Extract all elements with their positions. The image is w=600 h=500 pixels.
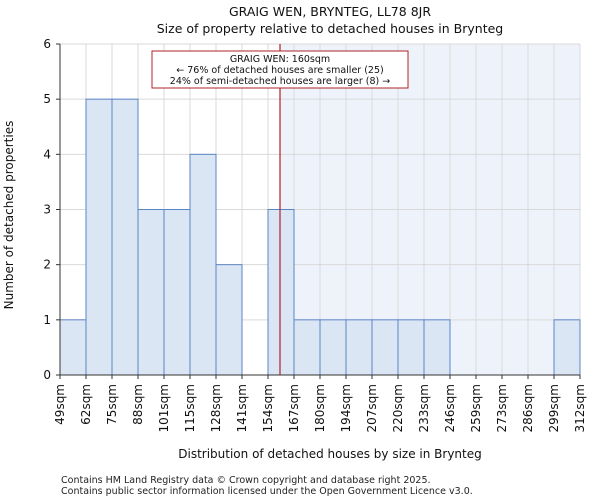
- histogram-bar: [215, 264, 243, 376]
- chart-title: GRAIG WEN, BRYNTEG, LL78 8JR: [229, 4, 431, 19]
- plot-area: 0 1 2 3 4 5 6 49sqm 62sqm 75sqm 88sqm 101sqm 115sqm 1…: [43, 37, 587, 432]
- y-tick-label: 2: [43, 258, 51, 272]
- x-tick-label: 75sqm: [105, 384, 119, 425]
- histogram-bar: [189, 153, 217, 376]
- histogram-bar: [371, 319, 399, 376]
- histogram-bar: [163, 209, 191, 376]
- x-tick-label: 167sqm: [287, 384, 301, 432]
- y-tick-label: 4: [43, 147, 51, 161]
- x-tick-label: 101sqm: [157, 384, 171, 432]
- chart-subtitle: Size of property relative to detached ho…: [157, 21, 503, 36]
- x-tick-label: 194sqm: [339, 384, 353, 432]
- histogram-bar: [293, 319, 321, 376]
- x-tick-label: 49sqm: [53, 384, 67, 425]
- annotation-line: GRAIG WEN: 160sqm: [230, 54, 330, 65]
- histogram-bar: [111, 98, 139, 376]
- x-tick-label: 207sqm: [365, 384, 379, 432]
- x-tick-label: 233sqm: [417, 384, 431, 432]
- histogram-bar: [423, 319, 451, 376]
- x-tick-label: 312sqm: [573, 384, 587, 432]
- histogram-bar: [553, 319, 581, 376]
- y-tick-label: 3: [43, 203, 51, 217]
- y-tick-label: 0: [43, 368, 51, 382]
- y-tick-label: 6: [43, 37, 51, 51]
- x-tick-label: 180sqm: [313, 384, 327, 432]
- x-tick-label: 115sqm: [183, 384, 197, 432]
- footer-attribution-land-registry: Contains HM Land Registry data © Crown c…: [61, 475, 431, 486]
- x-tick-label: 259sqm: [469, 384, 483, 432]
- histogram-bar: [345, 319, 373, 376]
- x-tick-label: 88sqm: [131, 384, 145, 425]
- y-axis-title: Number of detached properties: [2, 121, 16, 310]
- x-tick-label: 62sqm: [79, 384, 93, 425]
- x-tick-label: 286sqm: [521, 384, 535, 432]
- x-axis-title: Distribution of detached houses by size …: [178, 447, 481, 461]
- histogram-bar: [85, 98, 113, 376]
- histogram-bar: [319, 319, 347, 376]
- x-tick-label: 141sqm: [235, 384, 249, 432]
- histogram-bar: [59, 319, 87, 376]
- y-tick-label: 5: [43, 92, 51, 106]
- annotation-line: ← 76% of detached houses are smaller (25…: [176, 65, 383, 76]
- histogram-bar: [267, 209, 295, 376]
- annotation-line: 24% of semi-detached houses are larger (…: [170, 76, 390, 87]
- histogram-bar: [397, 319, 425, 376]
- x-tick-label: 299sqm: [547, 384, 561, 432]
- x-tick-label: 220sqm: [391, 384, 405, 432]
- x-tick-label: 246sqm: [443, 384, 457, 432]
- x-tick-label: 273sqm: [495, 384, 509, 432]
- histogram-bar: [137, 209, 165, 376]
- y-tick-label: 1: [43, 313, 51, 327]
- annotation-box: [151, 50, 409, 89]
- x-tick-label: 128sqm: [209, 384, 223, 432]
- footer-attribution-licence: Contains public sector information licen…: [61, 486, 473, 497]
- x-tick-label: 154sqm: [261, 384, 275, 432]
